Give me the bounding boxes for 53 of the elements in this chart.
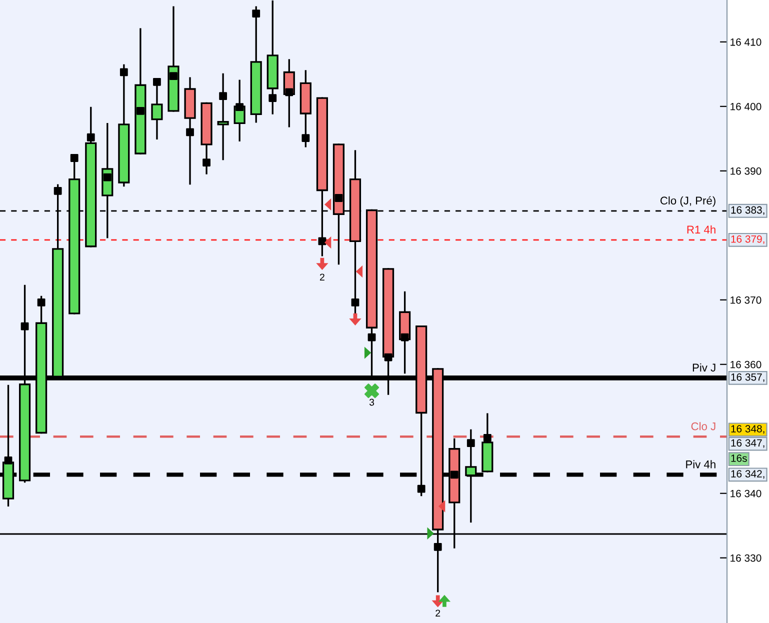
point	[20, 322, 29, 330]
point	[4, 456, 12, 464]
y-tick-label: 16 330	[730, 554, 762, 562]
point	[450, 470, 458, 479]
point	[186, 128, 194, 136]
point	[417, 484, 426, 493]
ref-line-label: Clo J	[691, 422, 716, 430]
point	[37, 298, 46, 306]
point	[384, 353, 392, 362]
y-tick-label: 16 390	[730, 167, 762, 175]
annotation: 3	[369, 398, 374, 406]
point	[368, 333, 376, 342]
text: 16 348,	[731, 425, 764, 434]
y-tick-label: 16 360	[730, 360, 762, 368]
y-tick-label: 16 400	[730, 102, 762, 110]
point	[136, 106, 144, 115]
point	[434, 542, 442, 551]
candlestick	[217, 73, 229, 160]
point	[236, 103, 244, 112]
text: 16s	[731, 454, 747, 462]
ref-line-label: Piv J	[692, 363, 716, 372]
point	[153, 78, 161, 86]
y-tick-label: 16 340	[730, 490, 762, 498]
point	[170, 72, 178, 80]
point	[219, 92, 228, 100]
point	[202, 158, 210, 166]
ref-line-label: R1 4h	[687, 225, 716, 234]
point	[86, 133, 95, 142]
text: 16 342,	[731, 470, 764, 479]
point	[400, 333, 409, 342]
point	[54, 186, 62, 195]
annotation: 2	[320, 274, 324, 280]
point	[318, 237, 326, 246]
text: 16 383,	[731, 206, 764, 215]
ref-line-label: Clo (J, Pré)	[660, 196, 716, 207]
y-tick-label: 16 370	[730, 296, 762, 304]
point	[302, 134, 310, 142]
point	[466, 439, 475, 448]
point	[334, 194, 343, 202]
annotation: 2	[436, 610, 440, 616]
text: 16 357,	[731, 373, 764, 382]
text: 16 347,	[731, 439, 764, 448]
point	[103, 173, 112, 182]
point	[268, 94, 277, 102]
y-tick-label: 16 410	[730, 38, 762, 46]
point	[483, 434, 492, 442]
point	[70, 154, 78, 162]
text: 16 379,	[731, 235, 764, 244]
point	[120, 68, 128, 76]
point	[351, 298, 360, 306]
point	[285, 88, 294, 96]
point	[252, 10, 260, 18]
ref-line-label: Piv 4h	[686, 460, 716, 468]
